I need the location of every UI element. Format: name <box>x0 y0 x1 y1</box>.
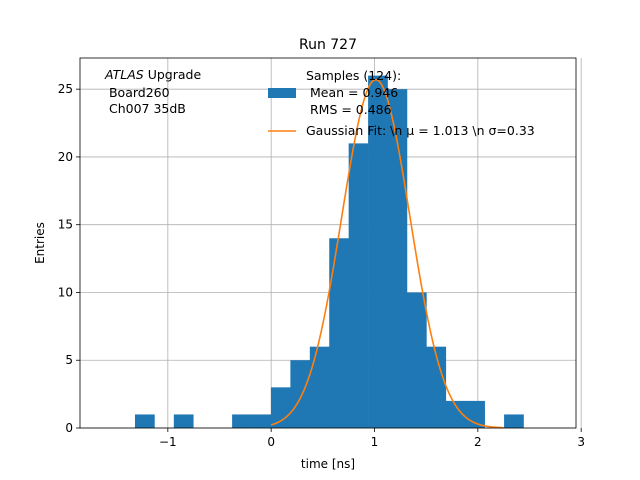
y-tick-label: 0 <box>65 421 73 435</box>
legend-histogram-line-1: Samples (124): <box>306 68 401 83</box>
upgrade-label: Upgrade <box>144 67 202 82</box>
annotation-line-2: Board260 <box>105 85 170 100</box>
histogram-bar <box>348 143 369 428</box>
histogram-bar <box>465 400 485 428</box>
y-tick-label: 20 <box>58 150 73 164</box>
fit-layer <box>270 78 504 429</box>
legend-swatch-histogram <box>268 88 296 98</box>
histogram-bar <box>426 346 447 428</box>
y-tick-label: 25 <box>58 82 73 96</box>
legend-fit-label: Gaussian Fit: \n μ = 1.013 \n σ=0.33 <box>306 123 535 138</box>
annotation-line-3: Ch007 35dB <box>105 101 186 116</box>
legend: Samples (124): Mean = 0.946 RMS = 0.486 … <box>268 68 535 138</box>
x-tick-label: 0 <box>267 435 275 449</box>
x-tick-label: 1 <box>371 435 379 449</box>
histogram-bar <box>232 414 252 428</box>
x-tick-label: −1 <box>159 435 177 449</box>
histogram-bar <box>173 414 194 428</box>
axis-ticks: −1 0 1 2 3 0 5 10 15 20 25 <box>58 82 585 449</box>
x-axis-label: time [ns] <box>301 457 355 471</box>
y-axis-label: Entries <box>33 222 47 264</box>
y-tick-label: 5 <box>65 353 73 367</box>
y-tick-label: 15 <box>58 218 73 232</box>
histogram-bar <box>134 414 155 428</box>
histogram-bar <box>368 75 388 428</box>
histogram-bar <box>290 360 311 428</box>
x-tick-label: 2 <box>474 435 482 449</box>
gaussian-fit-line <box>270 78 504 429</box>
atlas-label: ATLAS <box>104 67 144 82</box>
y-tick-label: 10 <box>58 285 73 299</box>
histogram-bar <box>504 414 524 428</box>
histogram-bar <box>270 387 291 428</box>
histogram-bar <box>445 400 466 428</box>
annotation-line-1: ATLAS Upgrade <box>104 67 201 82</box>
histogram-bar <box>309 346 330 428</box>
chart-title: Run 727 <box>299 37 357 53</box>
histogram-bar <box>329 238 349 428</box>
legend-histogram-line-2: Mean = 0.946 <box>306 85 398 100</box>
x-tick-label: 3 <box>577 435 585 449</box>
histogram-bars <box>134 75 524 429</box>
plot-frame <box>79 57 577 429</box>
histogram-bar <box>251 414 272 428</box>
histogram-bar <box>406 292 427 428</box>
annotation-block: ATLAS Upgrade Board260 Ch007 35dB <box>104 67 201 116</box>
legend-histogram-line-3: RMS = 0.486 <box>306 102 392 117</box>
